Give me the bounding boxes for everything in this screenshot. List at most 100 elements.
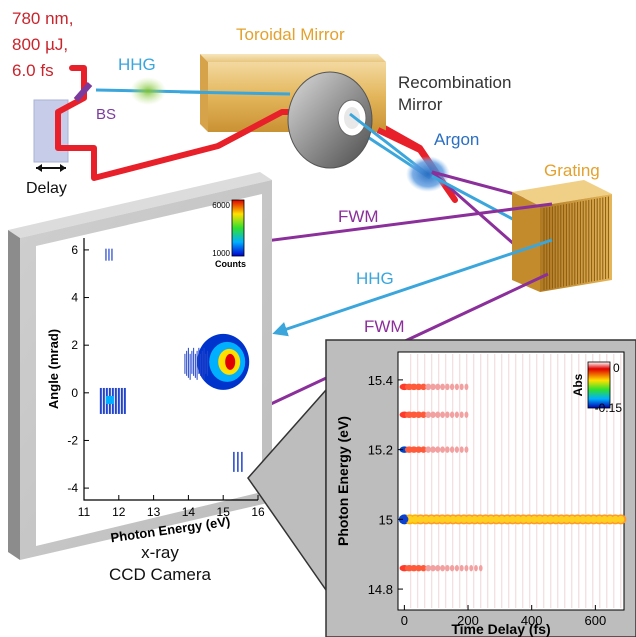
inset-peak [459, 564, 464, 572]
ccd-fwm-upper [105, 248, 107, 261]
inset-peak-core [574, 515, 582, 523]
inset-peak [445, 446, 450, 453]
ccd-colorbar-label: Counts [215, 259, 246, 269]
inset-peak [415, 411, 423, 418]
laser-duration: 6.0 fs [12, 61, 54, 80]
ccd-low-harmonic [102, 387, 105, 414]
inset-peak [430, 446, 436, 453]
inset-peak [445, 411, 450, 418]
ccd-fwm-upper [108, 248, 110, 261]
inset-peak [420, 564, 427, 572]
inset-peak-core [514, 515, 522, 523]
hhg-top-label: HHG [118, 55, 156, 74]
inset-peak-core [465, 515, 473, 523]
inset-peak [425, 411, 432, 418]
inset-peak [420, 411, 427, 418]
inset-peak-core [530, 515, 538, 523]
ccd-camera [8, 172, 272, 560]
ccd-y-tick-label: 2 [71, 338, 78, 352]
inset-peak-core [584, 515, 592, 523]
inset-peak-core [498, 515, 506, 523]
inset-peak-core [617, 515, 625, 523]
inset-peak-core [595, 515, 603, 523]
inset-peak [445, 564, 450, 572]
ccd-colorbar-max: 6000 [212, 201, 230, 210]
inset-peak-core [460, 515, 468, 523]
delay-label: Delay [26, 180, 67, 197]
inset-y-tick-label: 15.4 [368, 373, 393, 388]
fwm-top-label: FWM [338, 207, 379, 226]
inset-peak [415, 383, 423, 391]
hhg-arrow-middle [272, 238, 553, 337]
ccd-low-harmonic [117, 387, 120, 414]
laser-spec-label: 780 nm, 800 µJ, 6.0 fs [12, 9, 73, 80]
camera-label-2: CCD Camera [109, 565, 212, 584]
ccd-x-tick-label: 15 [217, 505, 231, 519]
inset-peak-core [579, 515, 587, 523]
inset-peak [454, 411, 459, 418]
inset-peak [449, 564, 455, 572]
ccd-fwm-lower [237, 451, 239, 472]
ccd-x-tick-label: 16 [251, 505, 265, 519]
hhg-mid-label: HHG [356, 269, 394, 288]
ccd-fwm-lower [233, 451, 235, 472]
ccd-low-harmonic [99, 387, 102, 414]
ccd-colorbar-min: 1000 [212, 249, 230, 258]
inset-peak-core [454, 515, 462, 523]
ccd-colorbar [231, 199, 245, 257]
inset-peak [430, 564, 436, 572]
ccd-x-tick-label: 14 [182, 505, 196, 519]
inset-peak [454, 383, 459, 391]
inset-peak [464, 564, 469, 572]
inset-peak [440, 411, 446, 418]
inset-peak [435, 446, 441, 453]
ccd-low-harmonic [120, 387, 123, 414]
inset-peak-core [546, 515, 554, 523]
inset-y-tick-label: 15 [379, 512, 393, 527]
inset-peak-core [492, 515, 500, 523]
inset-peak [478, 564, 483, 572]
laser-wavelength: 780 nm, [12, 9, 73, 28]
inset-peak-core [444, 515, 452, 523]
grating-label: Grating [544, 161, 600, 180]
inset-peak-core [525, 515, 533, 523]
inset-peak-core [406, 515, 414, 523]
ccd-low-harmonic [123, 387, 126, 414]
ccd-y-tick-label: -4 [67, 481, 78, 495]
beam-splitter [73, 82, 93, 102]
inset-peak-core [601, 515, 609, 523]
inset-colorbar-min: -0.15 [595, 401, 623, 415]
inset-x-tick-label: 0 [401, 613, 408, 628]
inset-peak-core [541, 515, 549, 523]
fwm-mid-label: FWM [364, 317, 405, 336]
inset-peak [445, 383, 450, 391]
inset-peak [454, 564, 459, 572]
ccd-y-tick-label: 6 [71, 243, 78, 257]
inset-y-axis-label: Photon Energy (eV) [335, 416, 351, 546]
ccd-low-harmonic [114, 387, 117, 414]
inset-peak-core [471, 515, 479, 523]
ccd-y-tick-label: -2 [67, 433, 78, 447]
inset-peak [440, 564, 446, 572]
ccd-x-tick-label: 12 [112, 505, 126, 519]
inset-peak [435, 383, 441, 391]
inset-peak-core [536, 515, 544, 523]
inset-peak [415, 564, 423, 572]
inset-peak-core [611, 515, 619, 523]
inset-peak [449, 446, 455, 453]
camera-label-1: x-ray [141, 543, 179, 562]
inset-peak-core [503, 515, 511, 523]
inset-peak-core [476, 515, 484, 523]
toroidal-mirror-label: Toroidal Mirror [236, 25, 345, 44]
bs-label: BS [96, 106, 116, 123]
inset-peak [415, 446, 423, 453]
inset-peak [420, 446, 427, 453]
inset-peak [464, 446, 469, 453]
inset-peak-core [487, 515, 495, 523]
grating [512, 180, 612, 292]
inset-peak-core [552, 515, 560, 523]
inset-peak [440, 383, 446, 391]
inset-peak-core [417, 515, 425, 523]
inset-peak [435, 411, 441, 418]
